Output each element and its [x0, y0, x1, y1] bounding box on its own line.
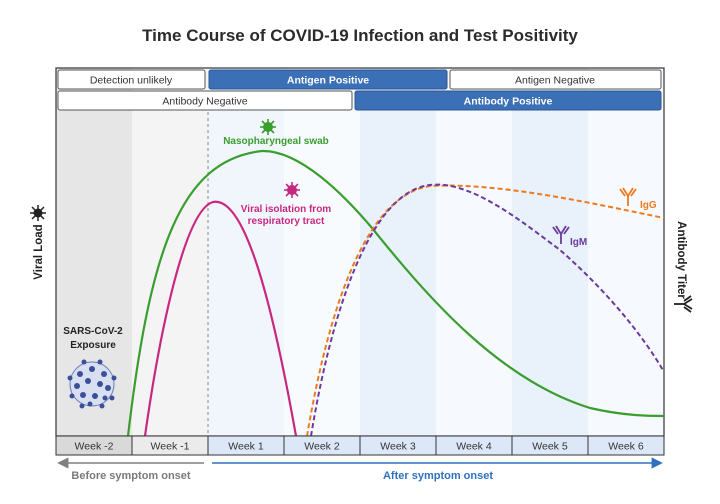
- bar-antibody-negative-label: Antibody Negative: [162, 96, 247, 108]
- week-label-week-2: Week 2: [304, 441, 340, 453]
- isolation-curve-label-line1: Viral isolation from: [241, 204, 331, 215]
- igg-curve-label: IgG: [640, 200, 657, 211]
- exposure-label-line2: Exposure: [70, 340, 116, 351]
- bar-antibody-negative: [57, 90, 353, 111]
- antibody-icon-igm: [552, 225, 570, 244]
- week-label-week-minus-1: Week -1: [151, 441, 190, 453]
- column-bg-week-3: [360, 68, 436, 436]
- virus-icon-isolation: [284, 182, 300, 198]
- column-bg-week-6: [588, 68, 664, 436]
- igm-curve-label: IgM: [570, 237, 587, 248]
- bar-antigen-negative: [449, 69, 662, 90]
- bar-antigen-positive-label: Antigen Positive: [287, 75, 369, 87]
- diagram-title: Time Course of COVID-19 Infection and Te…: [142, 26, 578, 45]
- week-label-week-3: Week 3: [380, 441, 416, 453]
- left-axis-title: Viral Load: [33, 224, 45, 279]
- igm-curve: [310, 183, 665, 437]
- bar-detection-unlikely-label: Detection unlikely: [90, 75, 173, 87]
- virus-icon-left-axis: [30, 205, 46, 221]
- viral-isolation-curve: [143, 200, 298, 437]
- after-onset-label: After symptom onset: [383, 470, 493, 482]
- week-label-week-6: Week 6: [608, 441, 644, 453]
- bar-antigen-negative-label: Antigen Negative: [515, 75, 595, 87]
- column-bg-week-2: [284, 68, 360, 436]
- sars-cov-2-particle-icon: [67, 359, 117, 409]
- isolation-curve-label-line2: respiratory tract: [248, 216, 325, 227]
- bar-detection-unlikely: [57, 69, 206, 90]
- week-label-week-5: Week 5: [532, 441, 568, 453]
- column-bg-week-5: [512, 68, 588, 436]
- bar-antibody-positive: [354, 90, 662, 111]
- column-bg-week-minus-1: [132, 68, 208, 436]
- week-cell-week-6: [587, 435, 665, 456]
- week-label-week-minus-2: Week -2: [75, 441, 114, 453]
- virus-icon-swab: [260, 119, 276, 135]
- before-onset-label: Before symptom onset: [71, 470, 191, 482]
- week-label-week-1: Week 1: [228, 441, 264, 453]
- right-axis-title: Antibody Titer: [675, 221, 687, 299]
- week-label-week-4: Week 4: [456, 441, 492, 453]
- bar-antigen-positive: [208, 69, 448, 90]
- column-bg-week-4: [436, 68, 512, 436]
- bar-antibody-positive-label: Antibody Positive: [464, 96, 553, 108]
- antibody-icon-igg: [619, 187, 637, 206]
- swab-curve-label: Nasopharyngeal swab: [223, 136, 329, 147]
- week-row: Week -2 Week -1 Week 1 Week 2 Week 3 Wee…: [55, 435, 665, 456]
- exposure-label-line1: SARS-CoV-2: [63, 326, 123, 337]
- nasopharyngeal-swab-curve: [126, 149, 665, 437]
- antibody-icon-right-axis: [674, 295, 693, 313]
